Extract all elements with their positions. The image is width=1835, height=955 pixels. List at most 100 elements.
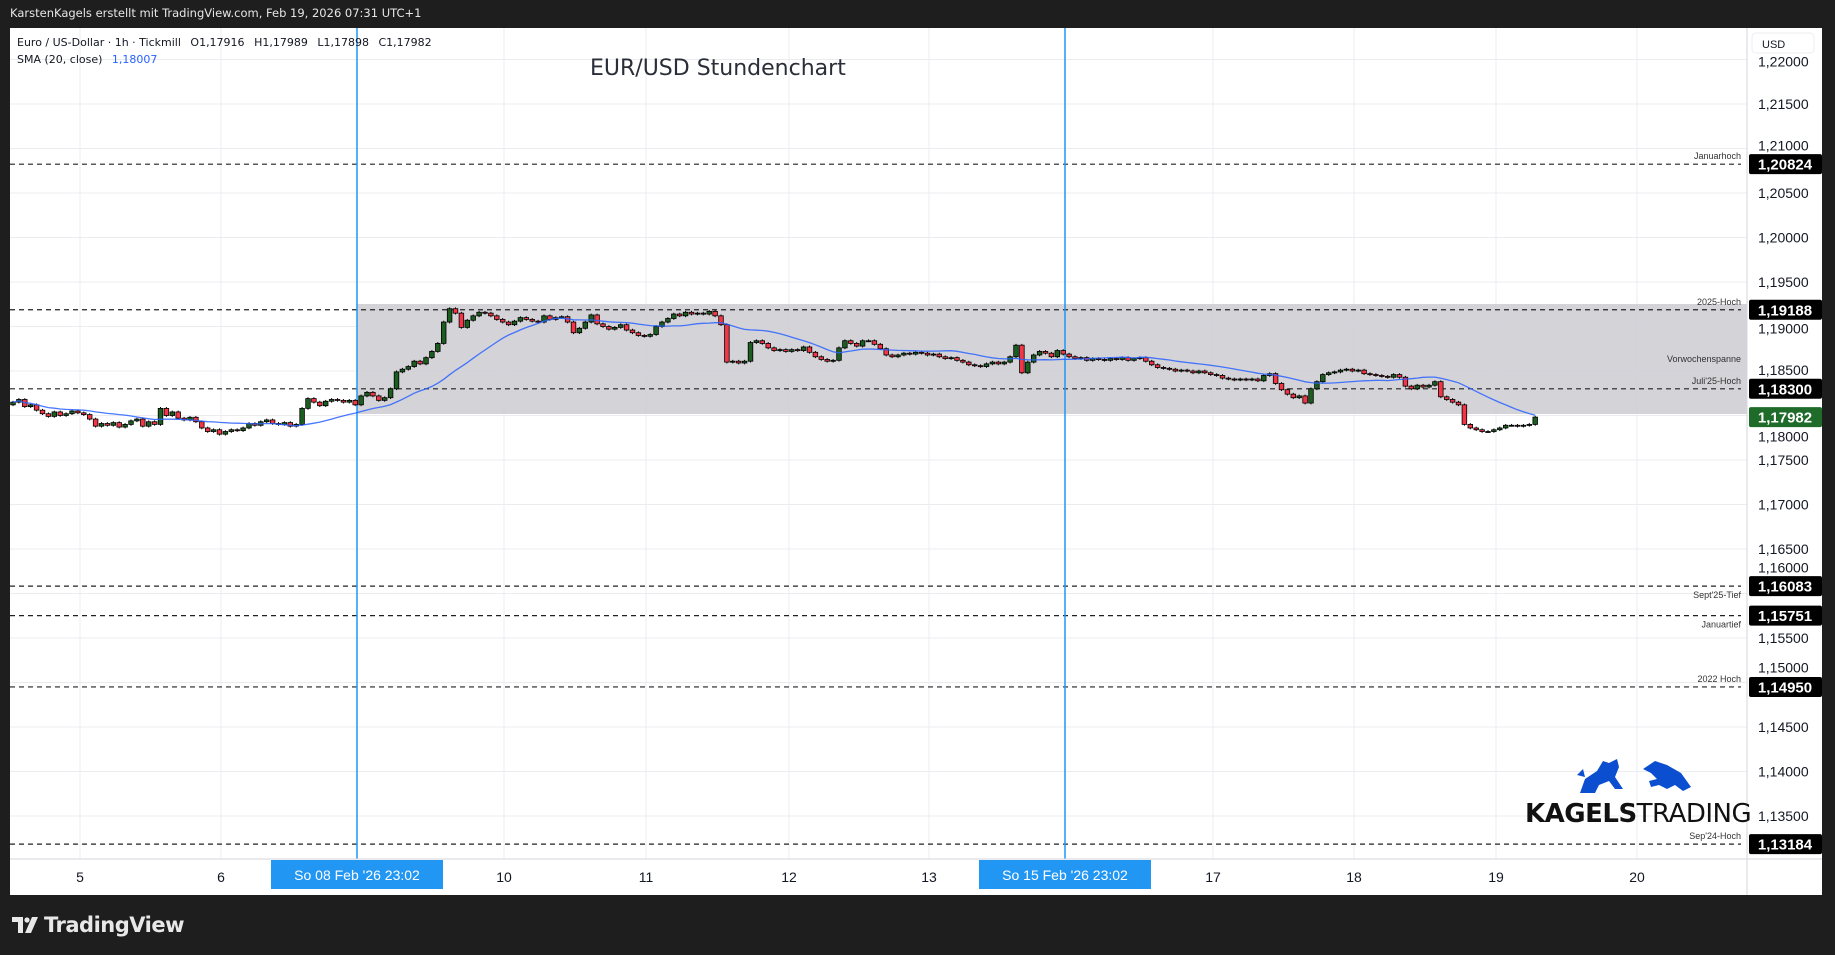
- candle-up: [730, 360, 736, 363]
- candle-down: [199, 421, 205, 429]
- level-label: Sep'24-Hoch: [1689, 831, 1741, 841]
- level-label: 2025-Hoch: [1697, 297, 1741, 307]
- candle-down: [623, 324, 630, 331]
- marker-date-label: So 15 Feb '26 23:02: [1002, 867, 1128, 883]
- candle-up: [51, 411, 57, 417]
- level-price-badge: [1749, 605, 1822, 626]
- bull-bear-icon: [1577, 759, 1691, 793]
- candle-up: [381, 397, 388, 401]
- candle-up: [63, 413, 69, 416]
- candle-down: [1461, 404, 1468, 425]
- candle-up: [110, 422, 116, 426]
- candle-down: [883, 348, 889, 356]
- time-tick-label: 13: [921, 869, 937, 885]
- candle-up: [541, 315, 547, 323]
- candle-down: [116, 422, 122, 428]
- candle-up: [777, 349, 783, 352]
- candle-down: [287, 422, 293, 427]
- marker-date-badge: [271, 860, 443, 889]
- candle-up: [913, 351, 919, 355]
- candle-up: [1526, 423, 1532, 426]
- candle-down: [499, 318, 506, 323]
- candle-up: [210, 429, 217, 432]
- candle-down: [795, 349, 801, 352]
- candle-down: [417, 360, 423, 365]
- candle-up: [859, 340, 866, 347]
- candle-up: [901, 352, 907, 356]
- candle-up: [1503, 424, 1509, 429]
- price-tick-label: 1,15500: [1758, 630, 1809, 646]
- candle-up: [830, 359, 836, 362]
- candle-up: [1308, 388, 1314, 404]
- sma-value: 1,18007: [111, 53, 158, 66]
- candle-up: [753, 340, 760, 343]
- candle-up: [747, 342, 754, 362]
- candle-up: [836, 347, 842, 361]
- candle-down: [718, 315, 724, 326]
- candle-up: [440, 321, 447, 344]
- candle-down: [1042, 351, 1049, 354]
- chart-attribution: KarstenKagels erstellt mit TradingView.c…: [10, 6, 422, 20]
- vertical-markers: [356, 28, 1066, 859]
- candle-down: [1225, 377, 1232, 380]
- candle-up: [1355, 369, 1361, 372]
- symbol-name: Euro / US-Dollar · 1h · Tickmill: [17, 36, 181, 49]
- level-price-text: 1,13184: [1758, 837, 1813, 854]
- candle-up: [1331, 371, 1338, 374]
- candle-down: [1219, 375, 1226, 379]
- price-tick-label: 1,20000: [1758, 230, 1809, 246]
- level-price-text: 1,19188: [1758, 302, 1812, 319]
- candle-up: [1261, 375, 1267, 382]
- candle-down: [1048, 352, 1055, 358]
- candle-down: [1373, 374, 1379, 376]
- candle-up: [399, 368, 406, 373]
- candle-up: [423, 357, 429, 365]
- candle-up: [588, 314, 594, 323]
- time-tick-label: 17: [1205, 869, 1221, 885]
- candle-up: [1296, 395, 1302, 399]
- symbol-legend[interactable]: Euro / US-Dollar · 1h · Tickmill O1,1791…: [17, 34, 432, 51]
- tradingview-icon: [12, 917, 38, 933]
- currency-badge[interactable]: [1751, 32, 1815, 54]
- candle-up: [1432, 381, 1438, 386]
- candle-up: [930, 353, 937, 356]
- candle-down: [1160, 367, 1167, 369]
- tradingview-logo[interactable]: TradingView: [12, 913, 184, 937]
- candle-down: [452, 308, 459, 314]
- candle-down: [1231, 378, 1237, 381]
- time-tick-label: 20: [1629, 869, 1645, 885]
- candle-up: [800, 346, 807, 351]
- candle-up: [895, 354, 901, 358]
- candle-down: [765, 343, 771, 349]
- sma-legend[interactable]: SMA (20, close) 1,18007: [17, 51, 432, 68]
- candle-down: [700, 312, 706, 315]
- marker-date-badge: [979, 860, 1151, 889]
- candle-up: [948, 357, 954, 360]
- candle-up: [865, 340, 872, 343]
- candle-down: [877, 343, 883, 350]
- candle-down: [529, 318, 535, 322]
- price-tick-label: 1,22000: [1758, 54, 1809, 70]
- time-axis[interactable]: 5 6 10 11 12 13 17 18 19 20 So 08 Feb '26 23:02 So …: [76, 860, 1645, 889]
- candle-down: [712, 310, 718, 317]
- candle-down: [688, 311, 695, 315]
- candle-down: [871, 340, 878, 345]
- candle-down: [1243, 378, 1249, 381]
- candle-down: [600, 323, 606, 327]
- candle-up: [464, 319, 470, 328]
- candle-up: [1491, 429, 1497, 432]
- logo-word-kagels: KAGELS: [1525, 799, 1637, 829]
- time-tick-label: 6: [217, 869, 225, 885]
- price-axis[interactable]: 1,22000 1,21500 1,21000 1,20500 1,20000 1,195…: [1758, 54, 1809, 825]
- price-tick-label: 1,18500: [1758, 362, 1809, 378]
- sma-label: SMA (20, close): [17, 53, 103, 66]
- range-box-label: Vorwochenspanne: [1667, 354, 1741, 364]
- candle-up: [1337, 369, 1344, 373]
- ohlc-open: O1,17916: [190, 36, 245, 49]
- candle-down: [1278, 383, 1285, 391]
- candle-down: [175, 411, 181, 419]
- candle-down: [1467, 423, 1473, 429]
- level-price-badge: [1749, 576, 1822, 597]
- candle-up: [1054, 350, 1060, 358]
